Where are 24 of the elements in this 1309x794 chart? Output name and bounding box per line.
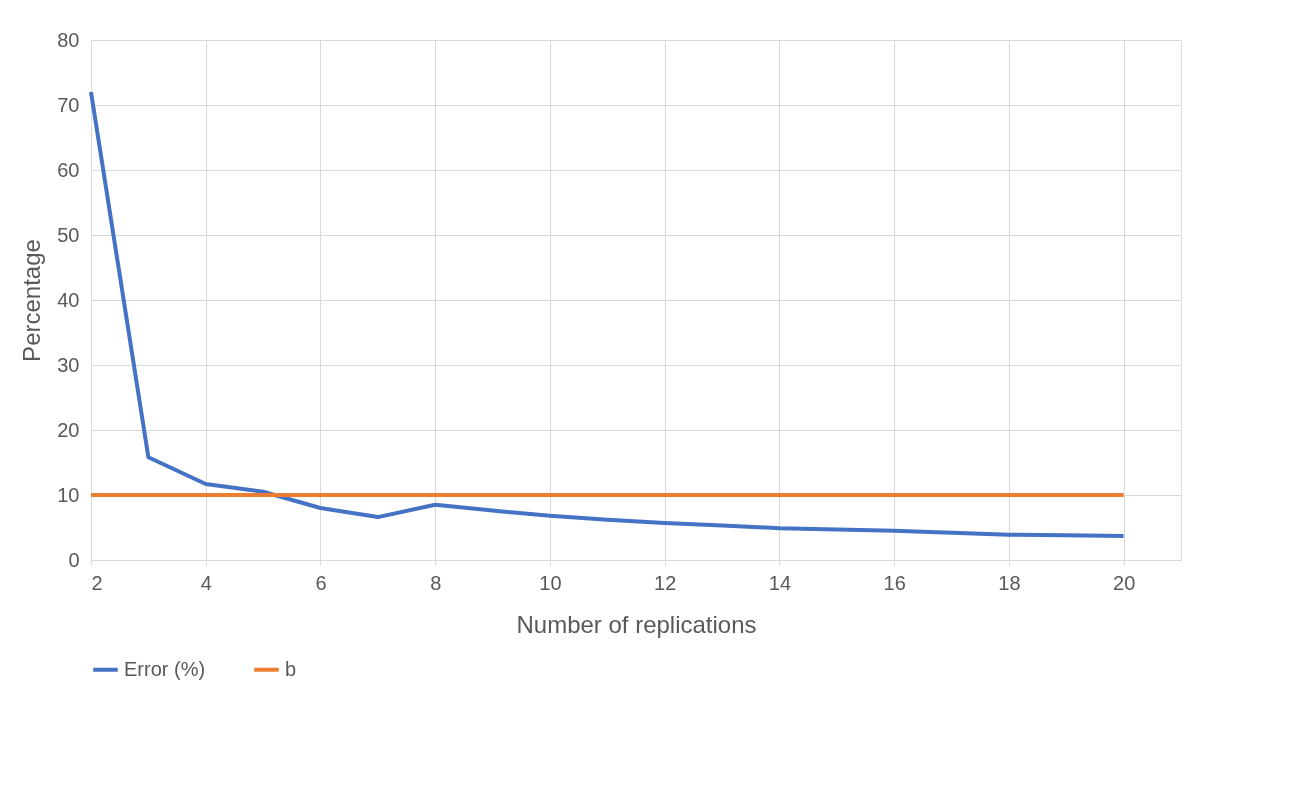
x-axis-title: Number of replications (516, 610, 757, 638)
line-series (89, 90, 1126, 538)
y-tick-label: 40 (57, 288, 80, 311)
legend-label: b (285, 657, 297, 680)
y-tick-label: 10 (57, 483, 80, 506)
y-axis-title: Percentage (18, 239, 46, 362)
x-tick-label: 4 (200, 571, 212, 594)
x-tick-label: 8 (430, 571, 442, 594)
x-tick-label: 16 (883, 571, 906, 594)
x-tick-label: 20 (1113, 571, 1136, 594)
legend-label: Error (%) (124, 657, 206, 680)
y-tick-label: 0 (68, 548, 80, 571)
x-tick-label: 12 (654, 571, 677, 594)
x-tick-label: 14 (768, 571, 792, 594)
y-tick-label: 60 (57, 158, 80, 181)
y-tick-label: 50 (57, 223, 80, 246)
y-tick-label: 70 (57, 93, 80, 116)
x-tick-label: 10 (539, 571, 562, 594)
y-tick-label: 20 (57, 418, 80, 441)
x-tick-label: 6 (315, 571, 327, 594)
y-tick-label: 80 (57, 28, 80, 51)
x-tick-label: 18 (998, 571, 1021, 594)
y-tick-label: 30 (57, 353, 80, 376)
x-tick-label: 2 (91, 571, 103, 594)
